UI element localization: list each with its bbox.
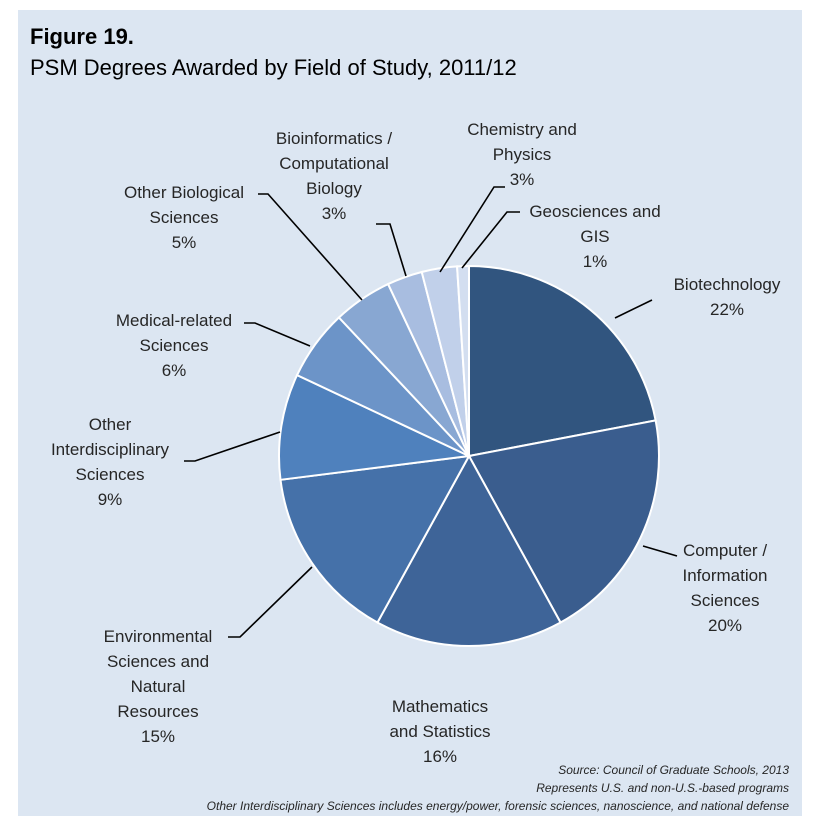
pie-slice-0 — [468, 264, 657, 458]
pie-slice-4 — [278, 373, 473, 481]
pie-slice-3 — [279, 454, 471, 624]
leader-line-1 — [642, 545, 678, 557]
slice-label-7: Bioinformatics / Computational Biology 3% — [276, 129, 392, 223]
slice-label-9: Geosciences and GIS 1% — [529, 202, 660, 271]
slice-label-3: Environmental Sciences and Natural Resource… — [104, 627, 213, 746]
slice-label-8: Chemistry and Physics 3% — [467, 120, 577, 189]
slice-label-6: Other Biological Sciences 5% — [124, 183, 244, 252]
slice-label-1: Computer / Information Sciences 20% — [682, 541, 767, 635]
leader-line-6 — [258, 193, 363, 301]
leader-line-3 — [228, 566, 313, 638]
slice-label-0: Biotechnology 22% — [674, 275, 781, 319]
slice-label-2: Mathematics and Statistics 16% — [389, 697, 490, 766]
footnote: Other Interdisciplinary Sciences include… — [206, 799, 789, 813]
leader-line-7 — [376, 223, 407, 277]
leader-line-9 — [461, 211, 520, 269]
figure-title: PSM Degrees Awarded by Field of Study, 2… — [30, 55, 517, 80]
pie-slice-2 — [376, 453, 562, 647]
leader-line-5 — [244, 322, 311, 347]
leader-line-0 — [614, 299, 653, 319]
source-note: Source: Council of Graduate Schools, 201… — [558, 763, 789, 777]
represents-note: Represents U.S. and non-U.S.-based progr… — [536, 781, 789, 795]
slice-label-4: Other Interdisciplinary Sciences 9% — [51, 415, 170, 509]
slice-label-5: Medical-related Sciences 6% — [116, 311, 232, 380]
leader-line-4 — [184, 431, 281, 462]
leader-line-8 — [439, 186, 505, 273]
pie-slice-1 — [467, 419, 660, 624]
figure-label: Figure 19. — [30, 24, 134, 49]
